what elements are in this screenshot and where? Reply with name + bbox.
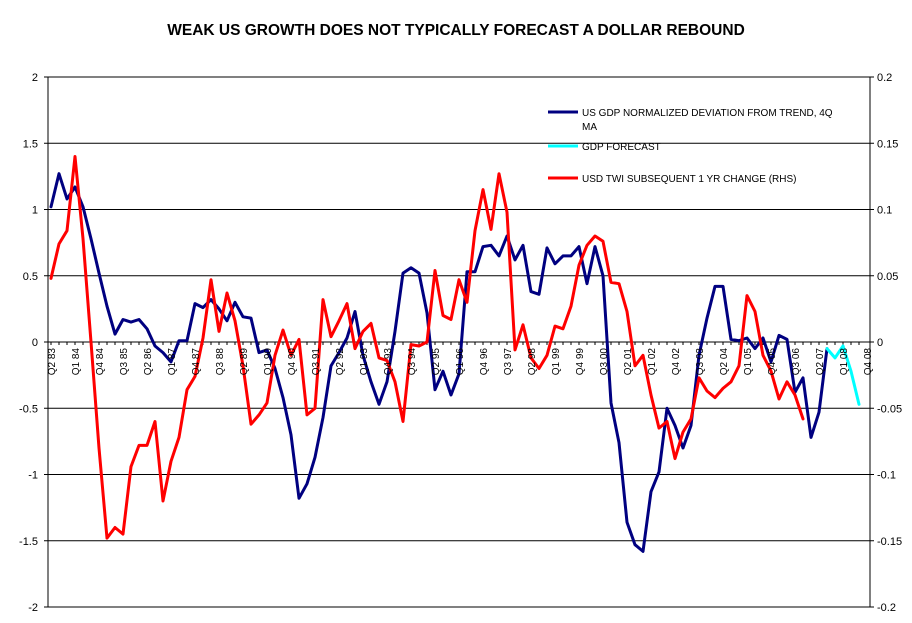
y-axis-tick-label: 2 [32,72,38,84]
x-axis-tick-label: Q1 08 [839,348,850,376]
x-axis-tick-labels: Q2 83 Q1 84 Q4 84 Q3 85 Q2 86 Q1 87 Q4 87 Q3 88… [47,348,874,376]
x-axis-tick-label: Q4 05 [767,348,778,376]
series-line-2 [825,344,861,406]
series-line-3 [49,155,805,540]
x-axis-tick-label: Q2 01 [623,348,634,376]
y2-axis-tick-label: 0.15 [877,138,898,150]
x-axis-tick-label: Q3 91 [311,348,322,376]
y-axis-tick-label: -1 [28,470,38,482]
x-axis-tick-label: Q4 02 [671,348,682,376]
y2-axis-tick-label: -0.2 [877,602,896,614]
y-axis-tick-label: 1 [32,205,38,217]
x-axis-tick-label: Q2 86 [143,348,154,376]
gridlines [48,76,870,608]
y2-axis-tick-label: 0 [877,337,883,349]
x-axis-tick-label: Q3 85 [119,348,130,376]
x-axis-tick-label: Q2 95 [431,348,442,376]
x-axis-tick-label: Q1 87 [167,348,178,376]
x-axis-tick-label: Q3 00 [599,348,610,376]
y2-axis-tick-label: -0.05 [877,403,902,415]
x-axis-tick-label: Q1 90 [263,348,274,376]
x-axis-tick-label: Q2 83 [47,348,58,376]
y-axis-tick-label: 1.5 [23,138,38,150]
x-axis-tick-label: Q3 97 [503,348,514,376]
x-axis-tick-label: Q3 94 [407,348,418,376]
x-axis-tick-label: Q3 06 [791,348,802,376]
y2-axis-tick-label: 0.2 [877,72,892,84]
legend-label-1: US GDP NORMALIZED DEVIATION FROM TREND, … [582,108,833,133]
y2-axis-tick-label: 0.1 [877,205,892,217]
series-line-1 [49,172,829,553]
x-axis-tick-label: Q1 02 [647,348,658,376]
x-axis-tick-label: Q4 96 [479,348,490,376]
x-axis-tick-label: Q2 98 [527,348,538,376]
y2-axis-tick-label: -0.1 [877,470,896,482]
x-axis-tick-label: Q4 08 [863,348,874,376]
x-axis-tick-label: Q1 99 [551,348,562,376]
x-axis-tick-label: Q2 07 [815,348,826,376]
x-axis-tick-label: Q4 90 [287,348,298,376]
x-axis-tick-label: Q2 89 [239,348,250,376]
legend-label-2: GDP FORECAST [582,142,661,153]
x-axis-tick-label: Q4 93 [383,348,394,376]
y2-axis-tick-label: -0.15 [877,536,902,548]
x-axis-tick-label: Q1 05 [743,348,754,376]
axes: 2 0.2 1.5 0.15 1 0.1 0.5 0.05 0 0 -0.5 -0.05 -1 -0.1 -… [19,72,902,614]
y2-axis-tick-label: 0.05 [877,271,898,283]
legend-label-3: USD TWI SUBSEQUENT 1 YR CHANGE (RHS) [582,174,796,185]
x-axis-tick-label: Q1 84 [71,348,82,376]
x-axis-tick-label: Q2 92 [335,348,346,376]
x-axis-tick-label: Q3 03 [695,348,706,376]
x-axis-tick-label: Q4 99 [575,348,586,376]
x-axis-tick-label: Q4 87 [191,348,202,376]
chart-title: WEAK US GROWTH DOES NOT TYPICALLY FORECA… [167,22,745,39]
y-axis-tick-label: -0.5 [19,403,38,415]
x-axis-tick-label: Q1 93 [359,348,370,376]
legend: US GDP NORMALIZED DEVIATION FROM TREND, … [548,108,833,185]
x-axis-tick-label: Q1 96 [455,348,466,376]
series-lines [49,155,861,553]
x-axis-tick-label: Q3 88 [215,348,226,376]
y-axis-tick-label: 0.5 [23,271,38,283]
y-axis-tick-label: 0 [32,337,38,349]
y-axis-tick-label: -2 [28,602,38,614]
y-axis-tick-label: -1.5 [19,536,38,548]
x-axis-tick-label: Q2 04 [719,348,730,376]
x-axis-tick-label: Q4 84 [95,348,106,376]
